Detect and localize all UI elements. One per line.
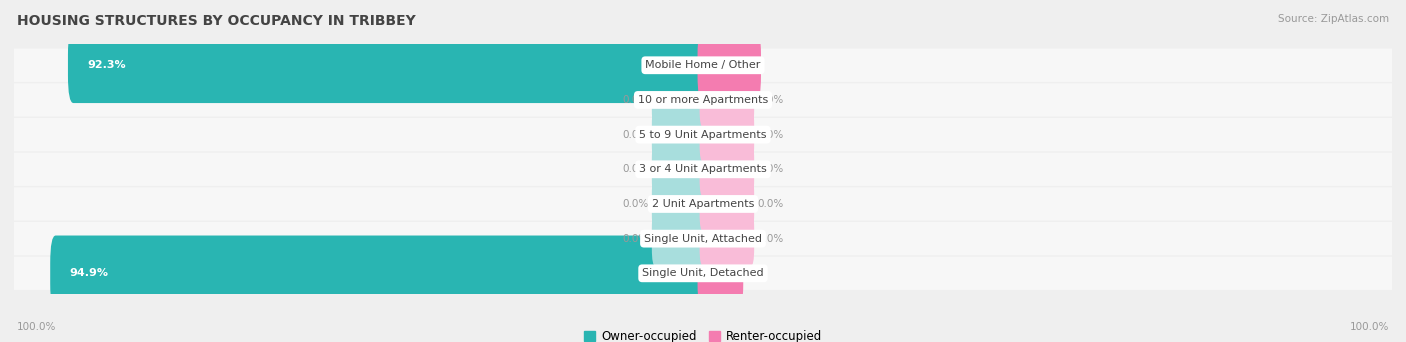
FancyBboxPatch shape bbox=[700, 211, 754, 266]
FancyBboxPatch shape bbox=[14, 153, 1392, 186]
Text: 3 or 4 Unit Apartments: 3 or 4 Unit Apartments bbox=[640, 164, 766, 174]
FancyBboxPatch shape bbox=[67, 27, 709, 103]
FancyBboxPatch shape bbox=[652, 211, 706, 266]
Text: 5.1%: 5.1% bbox=[693, 268, 724, 278]
FancyBboxPatch shape bbox=[652, 107, 706, 162]
Text: Single Unit, Detached: Single Unit, Detached bbox=[643, 268, 763, 278]
FancyBboxPatch shape bbox=[697, 236, 744, 311]
Text: 100.0%: 100.0% bbox=[17, 322, 56, 332]
Text: 0.0%: 0.0% bbox=[758, 234, 783, 244]
Text: 100.0%: 100.0% bbox=[1350, 322, 1389, 332]
Text: 2 Unit Apartments: 2 Unit Apartments bbox=[652, 199, 754, 209]
FancyBboxPatch shape bbox=[652, 73, 706, 127]
Text: 0.0%: 0.0% bbox=[623, 199, 648, 209]
Text: 7.7%: 7.7% bbox=[711, 60, 742, 70]
FancyBboxPatch shape bbox=[652, 142, 706, 197]
FancyBboxPatch shape bbox=[700, 73, 754, 127]
Text: 92.3%: 92.3% bbox=[87, 60, 125, 70]
Text: 0.0%: 0.0% bbox=[758, 199, 783, 209]
Text: 0.0%: 0.0% bbox=[623, 95, 648, 105]
Text: 0.0%: 0.0% bbox=[623, 130, 648, 140]
FancyBboxPatch shape bbox=[14, 118, 1392, 151]
FancyBboxPatch shape bbox=[14, 83, 1392, 117]
Text: Mobile Home / Other: Mobile Home / Other bbox=[645, 60, 761, 70]
Text: 0.0%: 0.0% bbox=[623, 164, 648, 174]
FancyBboxPatch shape bbox=[700, 107, 754, 162]
Text: Source: ZipAtlas.com: Source: ZipAtlas.com bbox=[1278, 14, 1389, 24]
Text: Single Unit, Attached: Single Unit, Attached bbox=[644, 234, 762, 244]
Text: 94.9%: 94.9% bbox=[69, 268, 108, 278]
FancyBboxPatch shape bbox=[51, 236, 709, 311]
FancyBboxPatch shape bbox=[14, 222, 1392, 255]
Text: 0.0%: 0.0% bbox=[758, 130, 783, 140]
FancyBboxPatch shape bbox=[14, 256, 1392, 290]
Text: 0.0%: 0.0% bbox=[623, 234, 648, 244]
FancyBboxPatch shape bbox=[700, 142, 754, 197]
Text: 10 or more Apartments: 10 or more Apartments bbox=[638, 95, 768, 105]
Text: HOUSING STRUCTURES BY OCCUPANCY IN TRIBBEY: HOUSING STRUCTURES BY OCCUPANCY IN TRIBB… bbox=[17, 14, 416, 28]
Text: 0.0%: 0.0% bbox=[758, 164, 783, 174]
Text: 0.0%: 0.0% bbox=[758, 95, 783, 105]
FancyBboxPatch shape bbox=[14, 187, 1392, 221]
Text: 5 to 9 Unit Apartments: 5 to 9 Unit Apartments bbox=[640, 130, 766, 140]
FancyBboxPatch shape bbox=[652, 176, 706, 231]
FancyBboxPatch shape bbox=[14, 49, 1392, 82]
FancyBboxPatch shape bbox=[697, 27, 761, 103]
FancyBboxPatch shape bbox=[700, 176, 754, 231]
Legend: Owner-occupied, Renter-occupied: Owner-occupied, Renter-occupied bbox=[583, 330, 823, 342]
